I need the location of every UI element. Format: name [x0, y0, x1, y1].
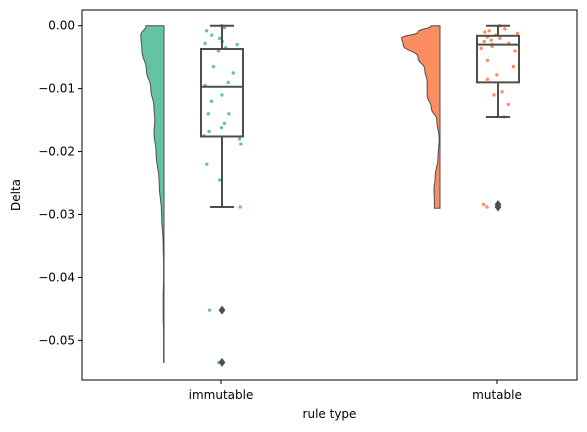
- y-tick-label: −0.02: [38, 145, 75, 159]
- data-point: [211, 64, 216, 69]
- data-point: [515, 31, 520, 35]
- data-point: [207, 129, 211, 134]
- axes-frame: [81, 9, 578, 381]
- data-point: [218, 36, 222, 41]
- data-point: [498, 36, 502, 41]
- data-point: [492, 93, 496, 97]
- data-point: [485, 205, 489, 209]
- data-point: [485, 58, 490, 63]
- data-point: [239, 142, 243, 146]
- data-point: [231, 71, 235, 75]
- data-point: [218, 178, 222, 182]
- y-tick-label: −0.05: [38, 333, 75, 347]
- violin-mutable: [401, 25, 441, 209]
- x-axis: immutable mutable: [189, 380, 522, 402]
- data-point: [481, 202, 486, 207]
- data-point: [500, 90, 504, 94]
- violin-immutable: [140, 25, 165, 363]
- data-point: [210, 33, 214, 37]
- data-point: [206, 112, 211, 116]
- data-point: [207, 308, 212, 312]
- outlier-marker: [218, 357, 226, 367]
- data-point: [482, 39, 486, 44]
- data-point: [209, 99, 214, 103]
- data-point: [205, 162, 209, 166]
- data-point: [511, 64, 516, 69]
- data-point: [238, 205, 242, 209]
- data-point: [216, 49, 221, 53]
- x-tick-label-immutable: immutable: [189, 388, 254, 402]
- data-point: [506, 102, 511, 107]
- data-point: [227, 112, 231, 116]
- data-point: [490, 44, 494, 49]
- y-tick-label: −0.03: [38, 208, 75, 222]
- data-point: [220, 93, 224, 97]
- box-mutable: [476, 34, 520, 84]
- outlier-marker: [218, 305, 226, 315]
- data-point: [219, 125, 224, 130]
- data-point: [489, 38, 493, 42]
- x-tick-label-mutable: mutable: [472, 388, 522, 402]
- data-point: [235, 42, 239, 47]
- data-point: [513, 49, 517, 53]
- data-point: [485, 77, 490, 81]
- data-point: [495, 73, 499, 77]
- box-immutable: [200, 48, 244, 138]
- data-point: [226, 80, 230, 85]
- data-point: [222, 25, 227, 30]
- data-point: [479, 46, 483, 51]
- y-axis: 0.00 −0.01 −0.02 −0.03 −0.04 −0.05: [38, 19, 82, 347]
- data-point: [503, 27, 507, 31]
- data-point: [222, 121, 227, 125]
- x-axis-label: rule type: [303, 407, 357, 421]
- data-point: [487, 29, 491, 33]
- data-point: [483, 30, 487, 34]
- y-tick-label: −0.04: [38, 270, 75, 284]
- y-axis-label: Delta: [9, 179, 23, 211]
- y-tick-label: −0.01: [38, 82, 75, 96]
- data-point: [203, 41, 207, 46]
- plot-area: [140, 24, 520, 367]
- y-tick-label: 0.00: [48, 19, 75, 33]
- data-point: [204, 29, 209, 33]
- data-point: [237, 137, 242, 141]
- outlier-marker: [494, 202, 502, 212]
